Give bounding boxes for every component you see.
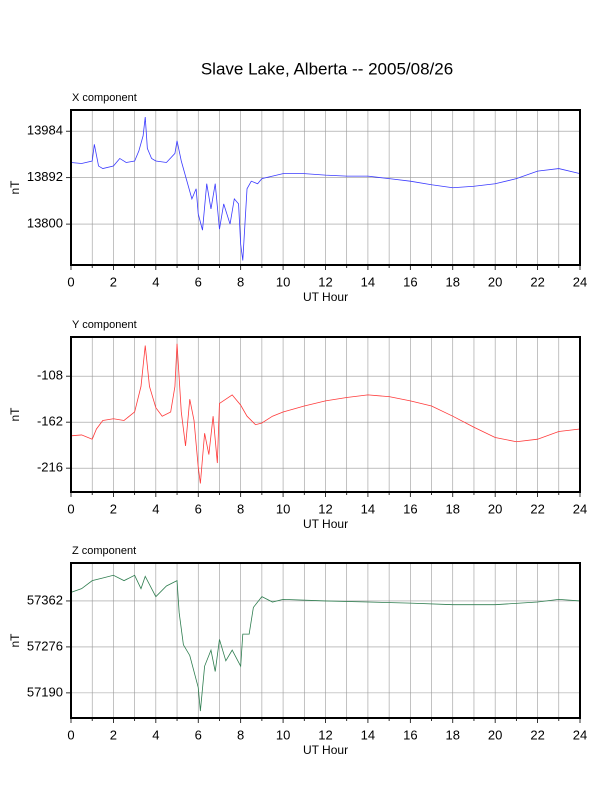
x-tick-label: 14	[361, 727, 375, 742]
y-axis-label: nT	[8, 407, 22, 422]
y-tick-label: 57362	[27, 592, 63, 607]
x-tick-label: 16	[403, 727, 417, 742]
panel-title: X component	[72, 92, 137, 104]
x-tick-label: 22	[530, 274, 544, 289]
y-tick-label: -162	[37, 414, 63, 429]
plot-frame	[70, 336, 581, 493]
data-line	[70, 117, 581, 261]
x-tick-label: 4	[152, 727, 159, 742]
x-tick-label: 20	[488, 727, 502, 742]
y-tick-label: 57190	[27, 684, 63, 699]
x-tick-label: 8	[237, 501, 244, 516]
y-tick-label: 13800	[27, 216, 63, 231]
x-tick-label: 18	[446, 274, 460, 289]
x-tick-label: 8	[237, 274, 244, 289]
x-tick-label: 18	[446, 727, 460, 742]
data-line	[70, 574, 581, 712]
panel-title: Z component	[72, 545, 136, 557]
x-axis-label: UT Hour	[303, 517, 348, 531]
x-tick-label: 2	[110, 727, 117, 742]
x-tick-label: 6	[195, 727, 202, 742]
x-tick-label: 16	[403, 501, 417, 516]
x-tick-label: 12	[318, 501, 332, 516]
x-tick-label: 18	[446, 501, 460, 516]
x-tick-label: 2	[110, 501, 117, 516]
y-tick-label: 57276	[27, 638, 63, 653]
y-tick-label: -216	[37, 460, 63, 475]
x-tick-label: 14	[361, 274, 375, 289]
y-axis-label: nT	[8, 180, 22, 195]
x-tick-label: 8	[237, 727, 244, 742]
x-tick-label: 6	[195, 501, 202, 516]
plot-frame	[70, 109, 581, 266]
x-tick-label: 10	[276, 727, 290, 742]
x-tick-label: 0	[67, 501, 74, 516]
x-tick-label: 12	[318, 274, 332, 289]
x-tick-label: 0	[67, 274, 74, 289]
x-tick-label: 4	[152, 501, 159, 516]
x-axis-label: UT Hour	[303, 290, 348, 304]
x-tick-label: 22	[530, 727, 544, 742]
x-tick-label: 12	[318, 727, 332, 742]
x-tick-label: 0	[67, 727, 74, 742]
panel-title: Y component	[72, 319, 137, 331]
x-tick-label: 24	[573, 501, 587, 516]
x-tick-label: 24	[573, 274, 587, 289]
x-tick-label: 24	[573, 727, 587, 742]
y-tick-label: -108	[37, 368, 63, 383]
x-tick-label: 2	[110, 274, 117, 289]
x-tick-label: 4	[152, 274, 159, 289]
x-tick-label: 16	[403, 274, 417, 289]
x-tick-label: 20	[488, 274, 502, 289]
x-tick-label: 14	[361, 501, 375, 516]
plot-frame	[70, 562, 581, 719]
x-tick-label: 20	[488, 501, 502, 516]
y-axis-label: nT	[8, 633, 22, 648]
page-title: Slave Lake, Alberta -- 2005/08/26	[201, 59, 453, 78]
x-tick-label: 10	[276, 274, 290, 289]
data-line	[70, 343, 581, 484]
x-tick-label: 6	[195, 274, 202, 289]
x-tick-label: 22	[530, 501, 544, 516]
x-axis-label: UT Hour	[303, 743, 348, 757]
y-tick-label: 13984	[27, 123, 63, 138]
y-tick-label: 13892	[27, 169, 63, 184]
x-tick-label: 10	[276, 501, 290, 516]
